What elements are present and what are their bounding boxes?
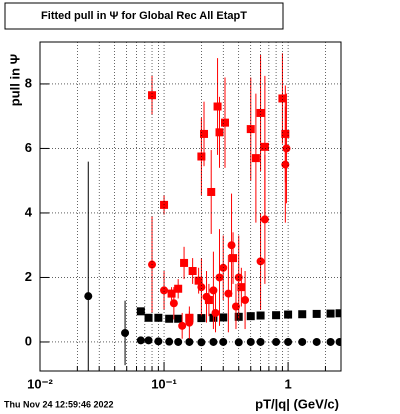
marker bbox=[169, 299, 178, 308]
marker bbox=[136, 336, 145, 345]
y-tick-label: 6 bbox=[25, 140, 32, 155]
marker bbox=[194, 276, 203, 285]
marker bbox=[202, 292, 211, 301]
marker bbox=[136, 307, 145, 316]
marker bbox=[154, 337, 163, 346]
marker bbox=[174, 284, 183, 293]
marker bbox=[326, 309, 335, 318]
marker bbox=[215, 273, 224, 282]
marker bbox=[312, 309, 321, 318]
marker bbox=[209, 286, 218, 295]
marker bbox=[121, 328, 130, 337]
y-tick-label: 2 bbox=[25, 269, 32, 284]
marker bbox=[246, 312, 255, 321]
marker bbox=[219, 313, 228, 322]
marker bbox=[335, 309, 341, 318]
marker bbox=[197, 283, 206, 292]
marker bbox=[178, 321, 187, 330]
marker bbox=[213, 102, 222, 111]
marker bbox=[241, 296, 250, 305]
x-tick-label: 10⁻² bbox=[27, 376, 53, 391]
marker bbox=[200, 129, 209, 138]
marker bbox=[185, 337, 194, 346]
marker bbox=[284, 337, 293, 346]
marker bbox=[335, 337, 341, 346]
marker bbox=[237, 283, 246, 292]
marker bbox=[185, 318, 194, 327]
marker bbox=[144, 313, 153, 322]
timestamp: Thu Nov 24 12:59:46 2022 bbox=[4, 399, 114, 409]
x-tick-label: 10⁻¹ bbox=[151, 376, 177, 391]
marker bbox=[148, 91, 157, 100]
marker bbox=[154, 313, 163, 322]
y-tick-label: 0 bbox=[25, 333, 32, 348]
marker bbox=[160, 286, 169, 295]
marker bbox=[204, 296, 213, 305]
plot-area bbox=[84, 53, 341, 371]
title-box bbox=[4, 2, 284, 30]
marker bbox=[298, 310, 307, 319]
marker bbox=[224, 289, 233, 298]
marker bbox=[284, 310, 293, 319]
x-axis-label: pT/|q| (GeV/c) bbox=[255, 396, 339, 411]
marker bbox=[326, 337, 335, 346]
marker bbox=[188, 267, 197, 276]
marker bbox=[256, 108, 265, 117]
marker bbox=[260, 215, 269, 224]
marker bbox=[84, 292, 93, 301]
marker bbox=[165, 337, 174, 346]
marker bbox=[229, 254, 238, 263]
marker bbox=[211, 308, 220, 317]
marker bbox=[251, 154, 260, 163]
x-tick-label: 1 bbox=[284, 376, 291, 391]
marker bbox=[260, 142, 269, 151]
y-tick-label: 4 bbox=[25, 204, 33, 219]
marker bbox=[278, 94, 287, 103]
plot-frame bbox=[39, 41, 342, 372]
marker bbox=[180, 258, 189, 267]
marker bbox=[227, 241, 236, 250]
marker bbox=[298, 337, 307, 346]
y-tick-label: 8 bbox=[25, 75, 32, 90]
chart-title: Fitted pull in Ψ for Global Rec All Etap… bbox=[41, 10, 247, 22]
marker bbox=[281, 160, 290, 169]
marker bbox=[231, 302, 240, 311]
marker bbox=[144, 336, 153, 345]
marker bbox=[256, 337, 265, 346]
marker bbox=[209, 337, 218, 346]
marker bbox=[174, 314, 183, 323]
marker bbox=[215, 128, 224, 137]
marker bbox=[167, 289, 176, 298]
y-axis-label: pull in Ψ bbox=[7, 54, 22, 106]
marker bbox=[220, 118, 229, 127]
marker bbox=[165, 314, 174, 323]
marker bbox=[207, 187, 216, 196]
marker bbox=[272, 337, 281, 346]
